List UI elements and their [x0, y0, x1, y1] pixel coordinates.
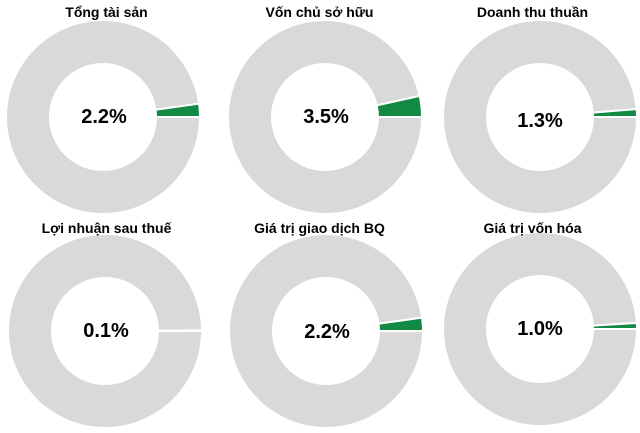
- donut-chart-market-cap: 1.0%: [442, 230, 639, 427]
- donut-chart-total-assets: 2.2%: [5, 18, 202, 215]
- donut-chart-equity: 3.5%: [227, 19, 424, 215]
- donut-center-label-net-revenue: 1.3%: [517, 110, 563, 132]
- donut-slice-remainder-total-assets: [5, 18, 202, 215]
- donut-panel-avg-trading-value: 2.2% Giá trị giao dịch BQ: [213, 216, 426, 432]
- donut-slice-remainder-net-revenue: [442, 19, 639, 215]
- donut-slice-remainder-equity: [227, 19, 424, 215]
- donut-panel-equity: 3.5% Vốn chủ sở hữu: [213, 0, 426, 216]
- donut-chart-net-profit: 0.1%: [7, 233, 204, 429]
- chart-title-net-profit: Lợi nhuận sau thuế: [41, 220, 172, 236]
- donut-panel-total-assets: 2.2% Tổng tài sản: [0, 0, 213, 216]
- chart-title-equity: Vốn chủ sở hữu: [265, 4, 374, 20]
- donut-panel-net-profit: 0.1% Lợi nhuận sau thuế: [0, 216, 213, 432]
- donut-chart-net-revenue: 1.3%: [442, 19, 639, 215]
- donut-slice-remainder-net-profit: [7, 233, 204, 429]
- donut-slice-remainder-market-cap: [442, 230, 639, 427]
- donut-slice-share-total-assets: [154, 102, 202, 118]
- donut-center-label-market-cap: 1.0%: [517, 318, 563, 340]
- donut-slice-share-avg-trading-value: [377, 316, 425, 332]
- donut-center-label-equity: 3.5%: [303, 106, 349, 128]
- donut-center-label-avg-trading-value: 2.2%: [304, 321, 350, 343]
- donut-panel-net-revenue: 1.3% Doanh thu thuần: [426, 0, 639, 216]
- donut-slice-share-equity: [375, 94, 424, 118]
- chart-title-net-revenue: Doanh thu thuần: [476, 4, 589, 20]
- chart-title-total-assets: Tổng tài sản: [65, 4, 148, 20]
- chart-title-market-cap: Giá trị vốn hóa: [483, 220, 582, 236]
- donut-center-label-net-profit: 0.1%: [83, 320, 129, 342]
- chart-title-avg-trading-value: Giá trị giao dịch BQ: [254, 220, 385, 236]
- donut-chart-avg-trading-value: 2.2%: [228, 232, 425, 429]
- donut-center-label-total-assets: 2.2%: [81, 106, 127, 128]
- donut-slice-share-net-profit: [156, 329, 204, 332]
- donut-panel-market-cap: 1.0% Giá trị vốn hóa: [426, 216, 639, 432]
- donut-slice-remainder-avg-trading-value: [228, 232, 425, 429]
- donut-slice-share-net-revenue: [591, 108, 639, 118]
- donut-slice-share-market-cap: [591, 321, 639, 330]
